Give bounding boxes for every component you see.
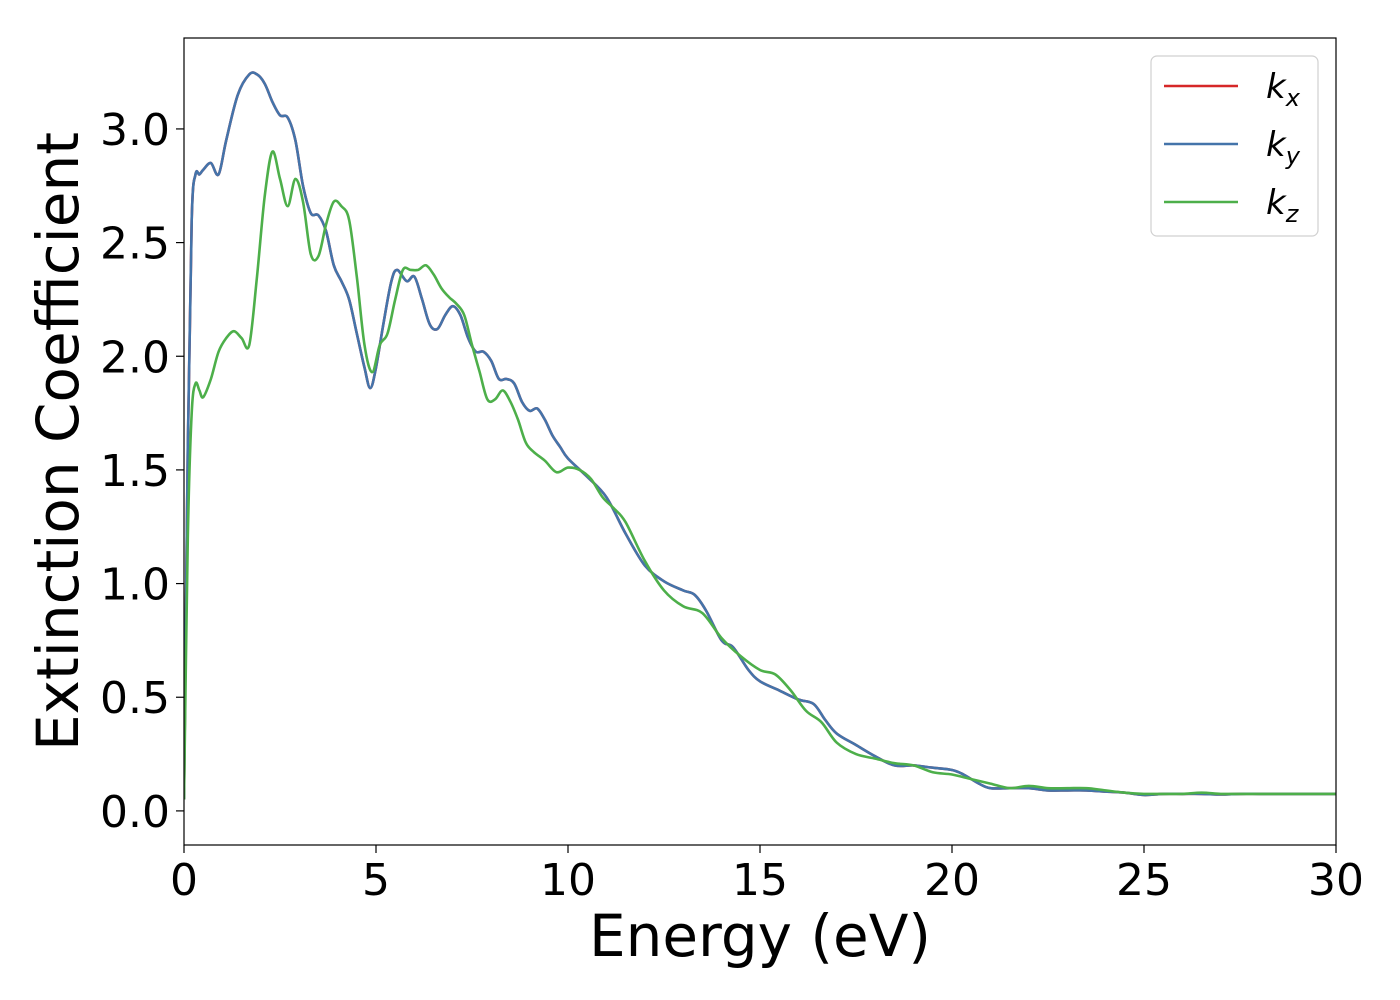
legend: kx ky kz bbox=[1150, 55, 1319, 237]
y-tick-label: 0.0 bbox=[100, 787, 170, 838]
x-tick-label: 15 bbox=[732, 855, 788, 906]
x-tick-label: 30 bbox=[1308, 855, 1364, 906]
series-line-k_z bbox=[184, 150, 1336, 800]
y-axis-label: Extinction Coefficient bbox=[24, 132, 92, 751]
y-axis-ticks: 0.0 0.5 1.0 1.5 2.0 2.5 3.0 bbox=[100, 105, 184, 838]
y-tick-label: 3.0 bbox=[100, 105, 170, 156]
x-tick-label: 20 bbox=[924, 855, 980, 906]
x-tick-label: 5 bbox=[362, 855, 390, 906]
x-tick-label: 0 bbox=[170, 855, 198, 906]
x-axis-ticks: 0 5 10 15 20 25 30 bbox=[170, 845, 1364, 906]
series-line-k_y bbox=[184, 71, 1336, 800]
y-tick-label: 1.5 bbox=[100, 446, 170, 497]
x-tick-label: 10 bbox=[540, 855, 596, 906]
legend-box bbox=[1150, 55, 1319, 237]
legend-label-k_x: kx bbox=[1266, 67, 1301, 112]
series-layer bbox=[184, 71, 1336, 800]
y-tick-label: 0.5 bbox=[100, 673, 170, 724]
x-axis-label: Energy (eV) bbox=[589, 902, 931, 970]
legend-label-k_y: ky bbox=[1266, 125, 1301, 170]
x-tick-label: 25 bbox=[1116, 855, 1172, 906]
y-tick-label: 1.0 bbox=[100, 560, 170, 611]
legend-label-k_z: kz bbox=[1266, 183, 1300, 228]
y-tick-label: 2.5 bbox=[100, 219, 170, 270]
y-tick-label: 2.0 bbox=[100, 332, 170, 383]
